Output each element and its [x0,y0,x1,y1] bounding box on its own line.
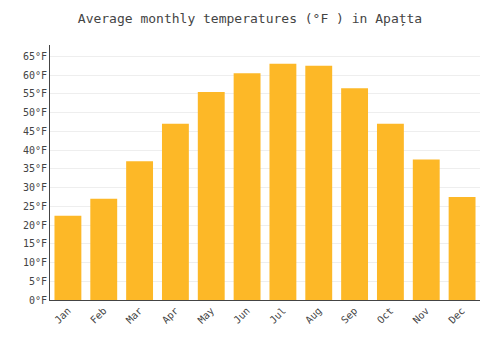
svg-text:40°F: 40°F [23,145,47,156]
svg-text:5°F: 5°F [29,276,47,287]
svg-text:Nov: Nov [411,305,432,326]
svg-text:Oct: Oct [375,305,396,326]
svg-text:Aug: Aug [303,305,324,326]
svg-text:Dec: Dec [446,305,467,326]
svg-text:55°F: 55°F [23,88,47,99]
svg-text:0°F: 0°F [29,295,47,306]
svg-text:Average monthly temperatures (: Average monthly temperatures (°F ) in Ap… [78,11,422,27]
svg-text:Apr: Apr [160,305,181,326]
svg-text:Jan: Jan [52,305,73,326]
svg-text:35°F: 35°F [23,163,47,174]
svg-text:25°F: 25°F [23,201,47,212]
svg-text:Feb: Feb [88,305,109,326]
svg-text:60°F: 60°F [23,70,47,81]
svg-text:15°F: 15°F [23,238,47,249]
svg-text:20°F: 20°F [23,220,47,231]
svg-text:30°F: 30°F [23,182,47,193]
svg-text:Sep: Sep [339,305,360,326]
svg-text:Jun: Jun [231,305,252,326]
svg-text:10°F: 10°F [23,257,47,268]
svg-text:65°F: 65°F [23,51,47,62]
svg-text:45°F: 45°F [23,126,47,137]
svg-text:May: May [196,305,217,326]
svg-text:50°F: 50°F [23,107,47,118]
svg-text:Mar: Mar [124,305,145,326]
svg-text:Jul: Jul [267,305,288,326]
